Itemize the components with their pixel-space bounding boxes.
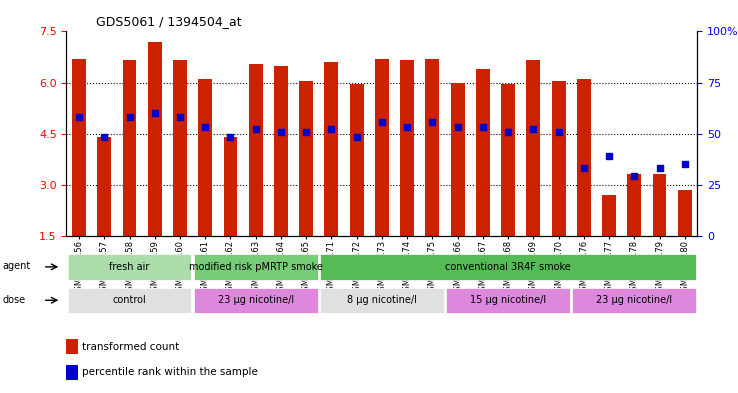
Point (325, 125, 337, 132)
Bar (476, 69, 490, 236)
Text: modified risk pMRTP smoke: modified risk pMRTP smoke (189, 262, 323, 272)
Bar (652, 174, 666, 236)
Text: 15 μg nicotine/l: 15 μg nicotine/l (470, 295, 546, 305)
Text: GDS5061 / 1394504_at: GDS5061 / 1394504_at (96, 15, 241, 28)
Point (528, 125, 539, 132)
Bar (66, 339, 77, 354)
Bar (173, 61, 187, 236)
Bar (249, 64, 263, 236)
Bar (299, 81, 313, 236)
Bar (320, 254, 696, 279)
Text: dose: dose (2, 295, 25, 305)
Text: control: control (113, 295, 146, 305)
Point (124, 114, 136, 120)
Bar (66, 365, 77, 380)
Point (174, 114, 186, 120)
Bar (274, 66, 288, 236)
Bar (320, 288, 444, 313)
Point (149, 110, 161, 116)
Bar (68, 288, 191, 313)
Bar (224, 137, 238, 236)
Point (224, 134, 236, 140)
Point (427, 119, 438, 125)
Bar (400, 61, 414, 236)
Point (401, 124, 413, 130)
Point (351, 134, 362, 140)
Point (300, 129, 312, 135)
Bar (72, 59, 86, 236)
Point (249, 125, 261, 132)
Point (73, 114, 85, 120)
Bar (573, 288, 696, 313)
Bar (446, 288, 570, 313)
Bar (68, 254, 191, 279)
Point (553, 129, 565, 135)
Text: transformed count: transformed count (82, 342, 179, 352)
Bar (194, 254, 317, 279)
Bar (194, 288, 317, 313)
Bar (501, 84, 515, 236)
Point (275, 129, 287, 135)
Bar (148, 42, 162, 236)
Point (629, 173, 641, 179)
Bar (123, 61, 137, 236)
Bar (602, 195, 616, 236)
Text: fresh air: fresh air (109, 262, 150, 272)
Point (452, 124, 463, 130)
Point (98, 134, 110, 140)
Point (578, 165, 590, 171)
Bar (199, 79, 213, 236)
Text: percentile rank within the sample: percentile rank within the sample (82, 367, 258, 377)
Text: agent: agent (2, 261, 30, 272)
Bar (526, 61, 540, 236)
Bar (325, 62, 339, 236)
Point (477, 124, 489, 130)
Bar (627, 174, 641, 236)
Point (603, 152, 615, 159)
Point (654, 165, 666, 171)
Bar (375, 59, 389, 236)
Point (199, 124, 211, 130)
Point (679, 161, 691, 167)
Text: conventional 3R4F smoke: conventional 3R4F smoke (445, 262, 571, 272)
Point (376, 119, 388, 125)
Bar (97, 137, 111, 236)
Bar (677, 190, 692, 236)
Text: 23 μg nicotine/l: 23 μg nicotine/l (596, 295, 672, 305)
Bar (350, 84, 364, 236)
Point (502, 129, 514, 135)
Bar (425, 59, 439, 236)
Text: 23 μg nicotine/l: 23 μg nicotine/l (218, 295, 294, 305)
Bar (451, 83, 465, 236)
Bar (577, 79, 591, 236)
Bar (551, 81, 565, 236)
Text: 8 μg nicotine/l: 8 μg nicotine/l (347, 295, 417, 305)
